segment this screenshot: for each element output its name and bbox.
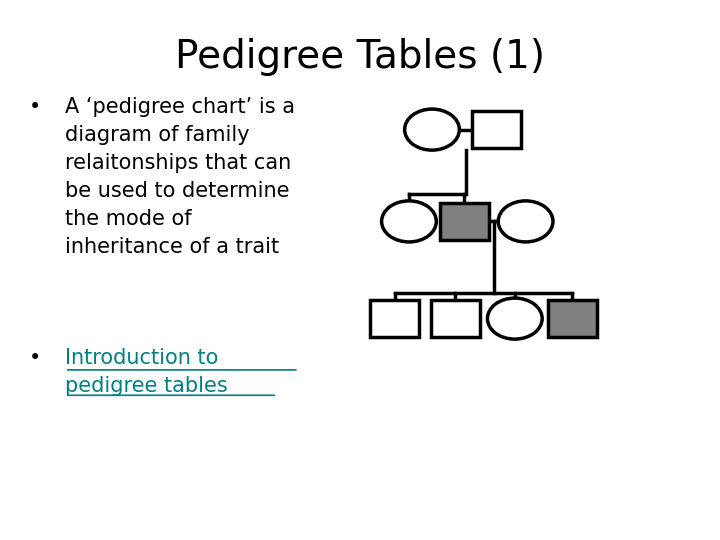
Text: Pedigree Tables (1): Pedigree Tables (1): [175, 38, 545, 76]
Bar: [370, 300, 419, 337]
Circle shape: [382, 201, 436, 242]
Circle shape: [498, 201, 553, 242]
Text: A ‘pedigree chart’ is a
diagram of family
relaitonships that can
be used to dete: A ‘pedigree chart’ is a diagram of famil…: [65, 97, 294, 257]
Bar: [548, 300, 597, 337]
Bar: [431, 300, 480, 337]
Bar: [440, 203, 489, 240]
Circle shape: [405, 109, 459, 150]
Text: Introduction to
pedigree tables: Introduction to pedigree tables: [65, 348, 228, 396]
Text: •: •: [29, 348, 41, 368]
Bar: [472, 111, 521, 148]
Text: •: •: [29, 97, 41, 117]
Circle shape: [487, 298, 542, 339]
